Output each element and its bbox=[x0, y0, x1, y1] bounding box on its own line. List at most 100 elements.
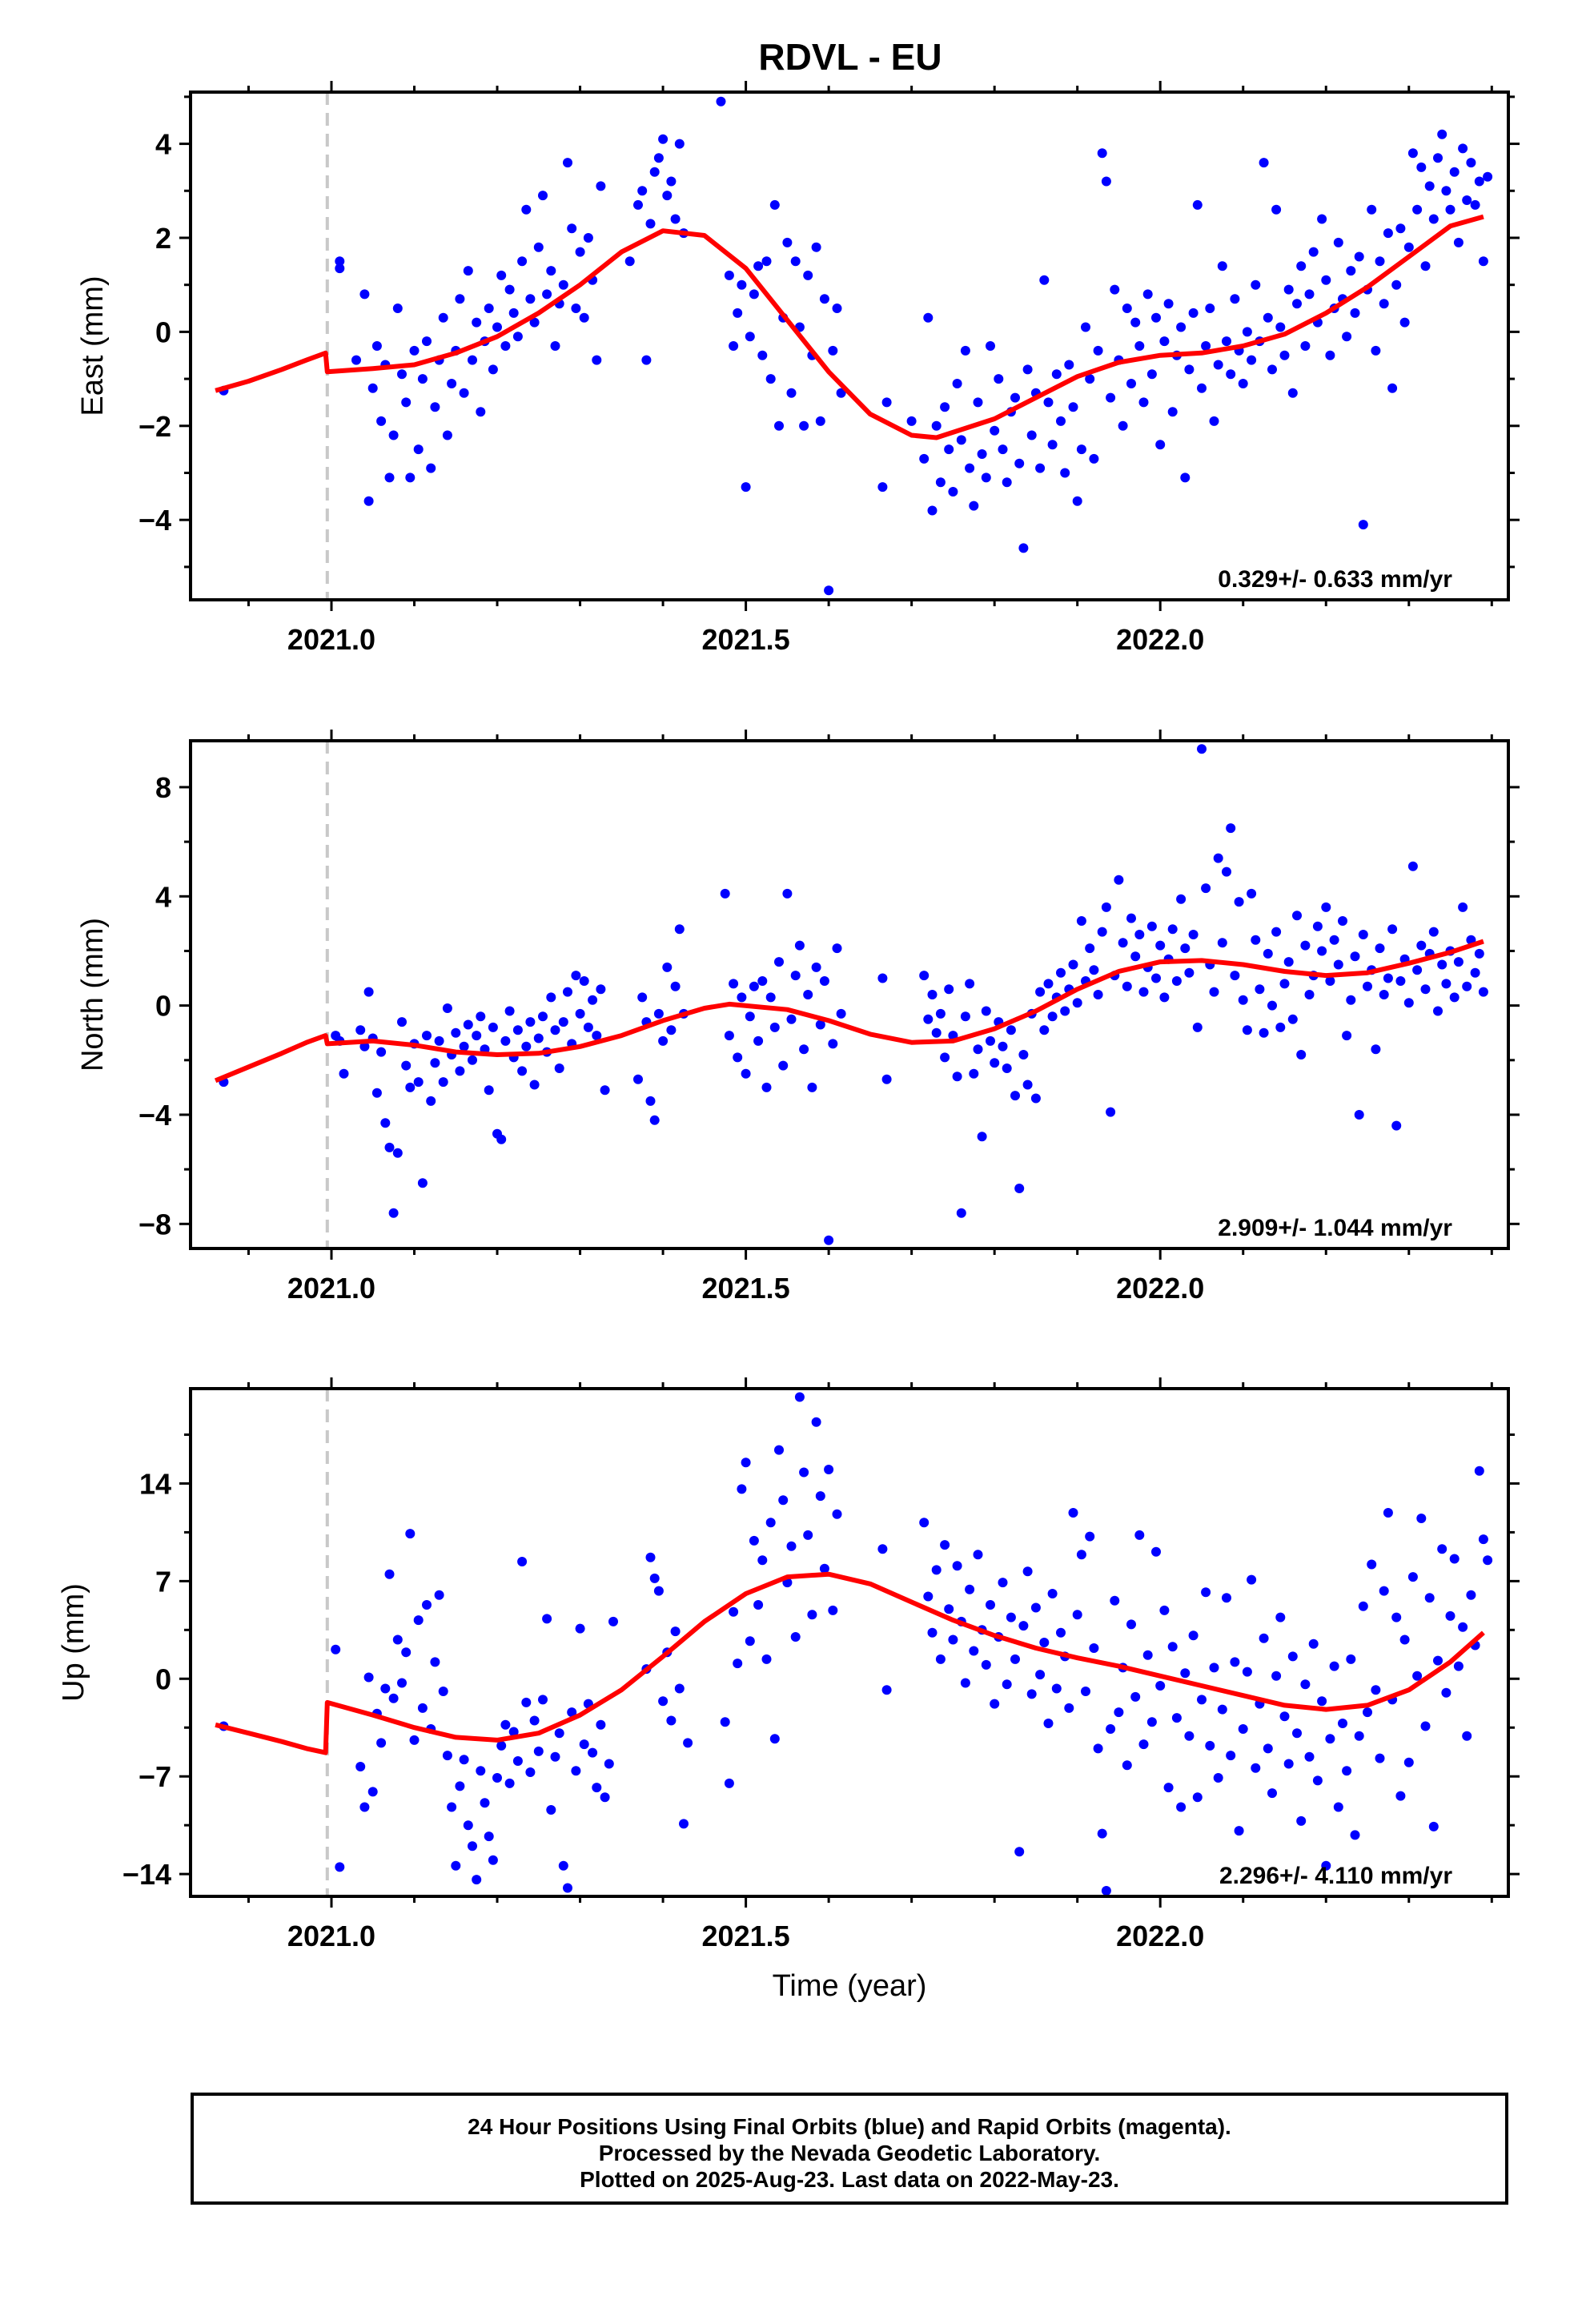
east-data-point bbox=[952, 379, 962, 388]
north-data-point bbox=[1068, 959, 1078, 970]
east-data-point bbox=[1445, 204, 1456, 215]
up-data-point bbox=[944, 1604, 954, 1614]
east-data-point bbox=[1308, 247, 1319, 257]
north-data-point bbox=[1251, 935, 1261, 945]
north-data-point bbox=[977, 1132, 987, 1142]
east-y-tick-label: 2 bbox=[155, 222, 171, 255]
north-data-point bbox=[463, 1019, 473, 1030]
east-data-point bbox=[1188, 308, 1199, 318]
east-data-point bbox=[1412, 204, 1423, 215]
east-data-point bbox=[1304, 289, 1315, 300]
up-data-point bbox=[1358, 1601, 1368, 1611]
up-data-point bbox=[1329, 1661, 1339, 1671]
north-data-point bbox=[1134, 930, 1145, 939]
north-data-point bbox=[927, 990, 938, 999]
up-data-point bbox=[1403, 1757, 1414, 1767]
north-data-point bbox=[1035, 987, 1046, 997]
north-data-point bbox=[749, 981, 759, 991]
up-data-point bbox=[512, 1756, 523, 1766]
east-data-point bbox=[1213, 360, 1223, 370]
east-plot-frame bbox=[189, 90, 1510, 601]
north-data-point bbox=[720, 888, 730, 899]
north-data-point bbox=[923, 1014, 934, 1024]
north-data-point bbox=[1300, 940, 1311, 951]
east-data-point bbox=[1130, 317, 1141, 328]
east-data-point bbox=[1051, 369, 1062, 380]
up-data-point bbox=[1093, 1743, 1103, 1754]
east-data-point bbox=[1483, 171, 1493, 182]
north-data-point bbox=[376, 1047, 387, 1057]
east-data-point bbox=[558, 279, 568, 290]
north-data-point bbox=[794, 940, 805, 951]
north-data-point bbox=[1101, 902, 1111, 912]
up-y-tick-label: 0 bbox=[155, 1663, 171, 1695]
east-data-point bbox=[960, 345, 970, 356]
up-data-point bbox=[504, 1778, 515, 1788]
north-data-point bbox=[737, 992, 747, 1003]
north-data-point bbox=[434, 1035, 444, 1046]
up-data-point bbox=[1035, 1670, 1046, 1680]
up-data-point bbox=[355, 1762, 366, 1771]
north-data-point bbox=[1263, 948, 1273, 959]
north-data-point bbox=[413, 1077, 424, 1088]
up-data-point bbox=[1379, 1586, 1389, 1596]
north-data-point bbox=[674, 924, 685, 935]
north-data-point bbox=[981, 1006, 991, 1016]
up-data-point bbox=[1412, 1671, 1423, 1681]
up-x-tick-label: 2021.5 bbox=[702, 1920, 790, 1952]
up-data-point bbox=[733, 1659, 743, 1669]
east-data-point bbox=[426, 463, 436, 473]
east-data-point bbox=[1060, 468, 1070, 478]
east-data-point bbox=[1093, 345, 1103, 356]
east-data-point bbox=[1081, 322, 1090, 332]
east-data-point bbox=[1209, 416, 1219, 426]
north-data-point bbox=[546, 992, 556, 1003]
east-data-point bbox=[1205, 304, 1215, 313]
up-data-point bbox=[757, 1555, 768, 1566]
up-data-point bbox=[1367, 1559, 1377, 1570]
up-plot-frame bbox=[189, 1387, 1510, 1898]
north-data-point bbox=[496, 1134, 507, 1144]
north-data-point bbox=[778, 1060, 789, 1071]
north-data-point bbox=[1226, 823, 1236, 834]
east-data-point bbox=[1325, 350, 1335, 360]
east-data-point bbox=[1039, 275, 1050, 285]
east-data-point bbox=[542, 289, 552, 300]
east-data-point bbox=[765, 374, 776, 384]
east-data-point bbox=[1122, 304, 1132, 313]
north-x-tick-label: 2021.0 bbox=[287, 1272, 375, 1305]
north-data-point bbox=[468, 1055, 477, 1065]
north-data-point bbox=[1209, 987, 1219, 997]
up-data-point bbox=[529, 1715, 540, 1726]
up-data-point bbox=[600, 1792, 610, 1803]
up-data-point bbox=[1354, 1731, 1364, 1741]
east-data-point bbox=[828, 345, 838, 356]
east-data-point bbox=[496, 270, 507, 280]
up-data-point bbox=[973, 1550, 983, 1560]
up-data-point bbox=[1126, 1619, 1136, 1630]
east-data-point bbox=[633, 199, 643, 210]
east-data-point bbox=[384, 472, 395, 483]
east-data-point bbox=[832, 304, 842, 313]
east-data-point bbox=[1146, 369, 1157, 380]
north-data-point bbox=[1242, 1025, 1252, 1035]
up-data-point bbox=[413, 1615, 424, 1626]
east-data-point bbox=[774, 420, 784, 431]
up-y-tick-label: 7 bbox=[155, 1565, 171, 1598]
east-data-point bbox=[1474, 176, 1484, 187]
up-data-point bbox=[492, 1773, 502, 1783]
east-data-point bbox=[1441, 186, 1452, 196]
east-data-point bbox=[1275, 322, 1286, 332]
up-data-point bbox=[1242, 1667, 1252, 1677]
up-data-point bbox=[455, 1781, 465, 1791]
east-data-point bbox=[388, 430, 399, 440]
east-data-point bbox=[1192, 199, 1203, 210]
east-y-tick-label: 0 bbox=[155, 316, 171, 348]
up-data-point bbox=[1085, 1531, 1095, 1542]
east-data-point bbox=[517, 256, 528, 267]
east-data-point bbox=[504, 284, 515, 295]
north-data-point bbox=[1287, 1014, 1298, 1024]
up-data-point bbox=[1321, 1860, 1331, 1871]
north-data-point bbox=[944, 984, 954, 995]
north-data-point bbox=[442, 1003, 452, 1013]
